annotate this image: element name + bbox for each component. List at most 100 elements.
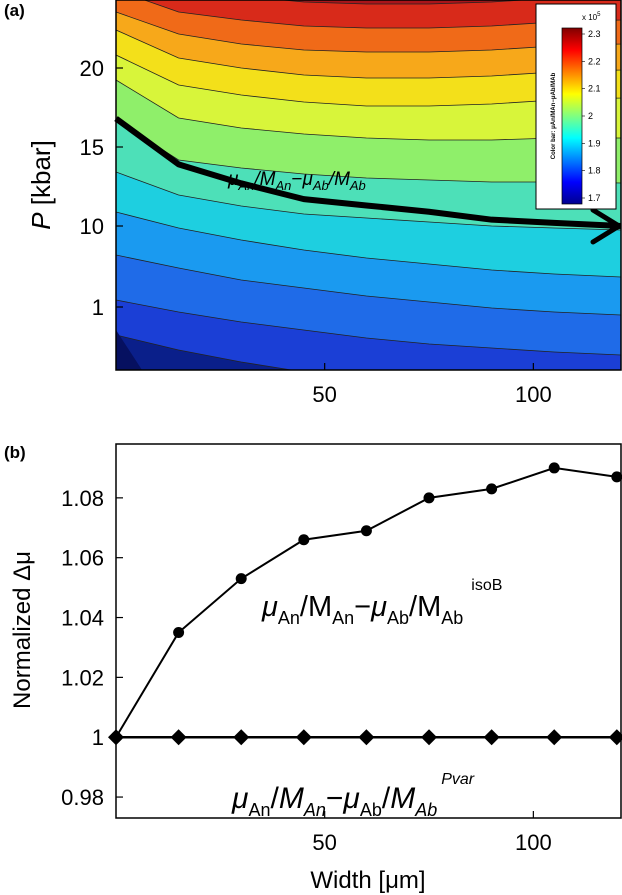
- m-symbol: M: [390, 782, 415, 815]
- data-point-diamond: [358, 729, 375, 746]
- subscript-an: An: [248, 800, 270, 820]
- subscript-ab: Ab: [387, 608, 409, 628]
- subscript-an: An: [278, 608, 300, 628]
- mu-symbol: μ: [227, 169, 239, 190]
- contour-band: [143, 0, 621, 29]
- colorbar-scale-base: x 10: [582, 13, 598, 22]
- colorbar-scale: x 105: [582, 12, 601, 22]
- panel-a-y-label-symbol: P: [26, 212, 56, 230]
- slash-m: /M: [300, 591, 332, 623]
- colorbar-tick-label: 1.9: [588, 138, 601, 148]
- data-point-diamond: [233, 729, 250, 746]
- data-point-circle: [360, 525, 372, 537]
- colorbar-tick-label: 1.8: [588, 166, 601, 176]
- panel-b-label: (b): [4, 443, 26, 462]
- colorbar-tick-label: 2.3: [588, 29, 601, 39]
- panel-a-frame: [115, 0, 622, 371]
- x-tick-label: 100: [515, 830, 552, 855]
- subscript-an: An: [237, 178, 254, 193]
- colorbar-ticks: 2.3 2.2 2.1 2 1.9 1.8 1.7: [582, 29, 601, 203]
- y-tick-label: 1: [92, 725, 104, 750]
- contour-corner: [116, 330, 142, 370]
- y-tick-label: 1: [92, 295, 104, 320]
- x-tick-label: 100: [515, 382, 552, 407]
- data-point-diamond: [546, 729, 563, 746]
- m-symbol: M: [279, 782, 304, 815]
- superscript-isob: isoB: [471, 577, 502, 594]
- data-point-circle: [173, 626, 185, 638]
- colorbar-inset: x 105 Color bar: μAn/MAn−μAb/MAb 2.32.22…: [535, 3, 617, 210]
- colorbar-tick-label: 1.7: [588, 193, 601, 203]
- colorbar-tick-label: 2.2: [588, 56, 601, 66]
- data-point-diamond: [108, 729, 124, 746]
- superscript-pvar: Pvar: [441, 771, 475, 788]
- data-point-circle: [298, 534, 310, 546]
- panel-b-y-label: Normalized Δμ: [9, 551, 36, 709]
- panel-a-y-label-unit: [kbar]: [26, 140, 56, 212]
- panel-b-frame: [115, 443, 622, 819]
- subscript-ab: Ab: [360, 800, 382, 820]
- subscript-ab: Ab: [349, 178, 366, 193]
- minus-sign: −: [354, 591, 371, 623]
- data-point-diamond: [483, 729, 500, 746]
- colorbar-tick-label: 2.1: [588, 84, 601, 94]
- curve-label-a: μAn/MAn−μAb/MAb: [227, 169, 366, 193]
- panel-b-x-ticks: 50 100: [312, 811, 552, 855]
- colorbar: [561, 27, 583, 205]
- panel-a-x-ticks: 50 100: [312, 363, 552, 407]
- y-tick-label: 1.02: [61, 665, 104, 690]
- subscript-ab: Ab: [312, 178, 329, 193]
- label-pvar: μAn/MAn−μAb/MAbPvar: [231, 771, 475, 820]
- slash: /: [270, 782, 279, 815]
- x-tick-label: 50: [312, 382, 336, 407]
- m-symbol: M: [260, 169, 276, 190]
- y-tick-label: 1.04: [61, 606, 104, 631]
- thick-curve: [114, 116, 622, 229]
- panel-b-series: [108, 462, 622, 746]
- data-point-diamond: [170, 729, 187, 746]
- curve-arrowhead: [590, 207, 622, 245]
- mu-symbol: μ: [261, 591, 278, 623]
- x-tick-label: 50: [312, 830, 336, 855]
- data-point-diamond: [295, 729, 312, 746]
- data-point-circle: [486, 483, 498, 495]
- data-point-circle: [235, 573, 247, 585]
- panel-b-y-ticks: 1.08 1.06 1.04 1.02 1 0.98: [61, 486, 123, 810]
- y-tick-label: 20: [80, 56, 104, 81]
- y-tick-label: 15: [80, 135, 104, 160]
- y-tick-label: 1.08: [61, 486, 104, 511]
- mu-symbol: μ: [301, 169, 313, 190]
- subscript-ab: Ab: [414, 800, 437, 820]
- colorbar-scale-exponent: 5: [597, 12, 601, 18]
- label-isob: μAn/MAn−μAb/MAbisoB: [261, 577, 502, 628]
- panel-a-y-label: P [kbar]: [26, 140, 56, 230]
- subscript-an: An: [274, 178, 291, 193]
- subscript-an: An: [303, 800, 326, 820]
- slash: /: [327, 169, 336, 190]
- data-point-circle: [611, 471, 622, 483]
- contour-band: [278, 0, 530, 5]
- slash: /: [252, 169, 261, 190]
- m-symbol: M: [334, 169, 350, 190]
- mu-symbol: μ: [370, 591, 387, 623]
- mu-symbol: μ: [231, 782, 248, 815]
- panel-a-label: (a): [4, 1, 25, 20]
- slash: /: [382, 782, 391, 815]
- panel-a-y-ticks: 20 15 10 1: [80, 56, 123, 320]
- data-point-circle: [423, 492, 435, 504]
- y-tick-label: 0.98: [61, 785, 104, 810]
- minus-sign: −: [291, 169, 302, 190]
- colorbar-tick-label: 2: [588, 111, 593, 121]
- data-point-diamond: [421, 729, 438, 746]
- panel-b-x-label: Width [μm]: [310, 867, 425, 894]
- mu-symbol: μ: [342, 782, 359, 815]
- contour-map: [116, 0, 621, 370]
- minus-sign: −: [326, 782, 344, 815]
- subscript-ab: Ab: [441, 608, 463, 628]
- slash-m: /M: [409, 591, 441, 623]
- y-tick-label: 10: [80, 214, 104, 239]
- y-tick-label: 1.06: [61, 546, 104, 571]
- colorbar-title: Color bar: μAn/MAn−μAb/MAb: [551, 72, 557, 159]
- subscript-an: An: [332, 608, 354, 628]
